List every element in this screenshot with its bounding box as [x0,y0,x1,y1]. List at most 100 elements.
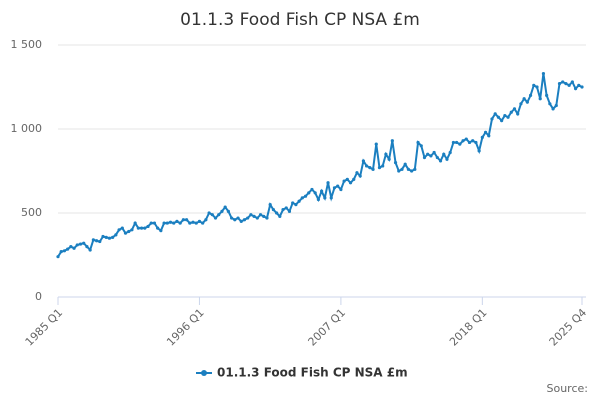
data-point [393,161,398,165]
data-point [358,174,362,178]
data-point [561,80,565,84]
data-point [564,82,568,86]
data-point [78,242,83,246]
data-point [516,112,520,116]
data-point [464,137,468,141]
data-point [541,71,546,76]
data-point [548,102,552,106]
data-point [278,214,282,218]
data-point [255,216,259,220]
data-point [355,171,359,175]
data-point [455,140,459,145]
data-point [567,83,571,87]
data-point [194,221,198,225]
data-point [390,139,394,143]
data-point [519,102,523,106]
data-point [85,245,89,249]
data-point [101,234,105,239]
data-point [172,221,176,225]
data-point [188,221,192,225]
data-point [410,169,414,173]
data-point [210,213,214,217]
data-point [419,144,423,148]
data-point [98,239,102,244]
data-point [107,236,112,240]
data-point [287,209,292,213]
data-point [528,93,533,97]
data-point [477,149,481,153]
data-point [336,184,340,188]
data-point [374,142,378,146]
data-point [371,167,375,171]
data-point [500,119,504,123]
data-point [339,187,343,192]
data-point [165,221,169,225]
y-tick-label: 1 000 [11,122,43,135]
data-point [435,155,439,160]
data-point [467,140,472,145]
data-point [226,209,230,213]
data-point [143,226,147,230]
data-point [242,218,247,222]
data-point [291,201,295,205]
data-point [111,235,115,239]
data-point [573,87,578,91]
data-point [451,140,456,145]
data-point [197,219,202,223]
data-point [320,189,324,193]
data-point [146,224,150,229]
data-point [406,167,411,171]
data-point [152,221,157,225]
data-point [82,241,86,245]
data-point [461,139,465,143]
chart-title: 01.1.3 Food Fish CP NSA £m [180,10,420,30]
data-point [300,196,304,200]
data-point [133,221,137,225]
data-point [213,216,218,220]
data-point [352,177,356,181]
data-point [69,245,73,249]
data-point [438,159,443,163]
data-point [490,117,494,121]
data-point [551,107,555,111]
data-point [458,142,462,146]
data-point [104,235,108,239]
data-point [474,140,478,145]
data-point [268,203,272,207]
data-point [220,209,224,213]
data-point [114,233,118,237]
data-point [429,154,433,158]
data-point [162,221,166,225]
data-point [557,82,562,86]
data-point [384,152,388,156]
data-point [503,113,507,118]
data-point [191,220,195,224]
data-point [88,248,92,252]
legend-marker [201,370,207,376]
data-point [120,226,124,230]
data-point [426,152,430,156]
data-point [297,199,301,203]
data-point [580,85,584,89]
data-point [303,194,308,198]
x-tick-label: 1996 Q1 [164,306,207,349]
data-point [281,208,285,212]
data-point [506,115,510,119]
y-tick-label: 500 [21,206,42,219]
data-point [294,203,298,207]
data-point [246,216,250,220]
data-point [123,231,128,235]
data-point [422,155,427,160]
data-point [178,221,182,225]
data-point [271,208,275,212]
data-point [512,107,517,111]
y-tick-label: 0 [35,290,42,303]
data-point [239,219,243,223]
data-point [577,83,581,87]
data-point [432,150,436,155]
data-point [448,150,452,155]
data-point [509,110,513,114]
data-point [554,103,558,108]
